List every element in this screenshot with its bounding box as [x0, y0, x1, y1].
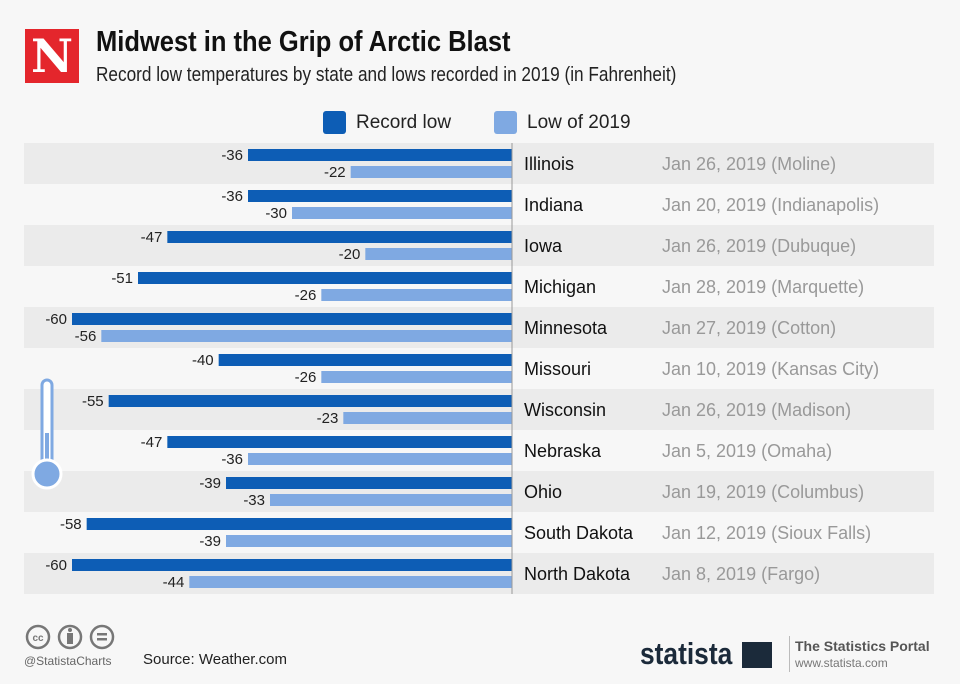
- legend-label: Low of 2019: [527, 111, 631, 133]
- bar-record-low: [167, 436, 513, 448]
- bar-low-2019: [343, 412, 512, 424]
- date-annotation: Jan 26, 2019 (Dubuque): [662, 236, 856, 256]
- category-label: Iowa: [524, 236, 563, 256]
- data-label: -58: [60, 516, 82, 533]
- category-label: Illinois: [524, 154, 574, 174]
- date-annotation: Jan 20, 2019 (Indianapolis): [662, 195, 879, 215]
- category-label: South Dakota: [524, 523, 634, 543]
- data-label: -30: [265, 205, 287, 222]
- date-annotation: Jan 28, 2019 (Marquette): [662, 277, 864, 297]
- legend-swatch-record: [323, 111, 346, 134]
- legend-low2019: Low of 2019: [494, 111, 631, 134]
- bar-low-2019: [321, 371, 512, 383]
- data-label: -36: [221, 147, 243, 164]
- bar-low-2019: [321, 289, 512, 301]
- bar-low-2019: [270, 494, 512, 506]
- bar-low-2019: [101, 330, 512, 342]
- data-label: -22: [324, 164, 346, 181]
- data-label: -36: [221, 188, 243, 205]
- data-label: -23: [317, 410, 339, 427]
- date-annotation: Jan 8, 2019 (Fargo): [662, 564, 820, 584]
- category-label: Ohio: [524, 482, 562, 502]
- chart-title: Midwest in the Grip of Arctic Blast: [96, 26, 511, 58]
- thermometer-icon: [31, 378, 63, 490]
- category-label: Indiana: [524, 195, 584, 215]
- data-label: -60: [45, 311, 67, 328]
- date-annotation: Jan 27, 2019 (Cotton): [662, 318, 836, 338]
- data-label: -40: [192, 352, 214, 369]
- date-annotation: Jan 10, 2019 (Kansas City): [662, 359, 879, 379]
- category-label: Wisconsin: [524, 400, 606, 420]
- category-label: Minnesota: [524, 318, 608, 338]
- data-label: -47: [141, 229, 163, 246]
- category-label: Missouri: [524, 359, 591, 379]
- divider: [789, 636, 790, 672]
- date-annotation: Jan 26, 2019 (Madison): [662, 400, 851, 420]
- category-label: North Dakota: [524, 564, 631, 584]
- legend-swatch-low2019: [494, 111, 517, 134]
- bar-low-2019: [292, 207, 512, 219]
- legend-record: Record low: [323, 111, 451, 134]
- chart-subtitle: Record low temperatures by state and low…: [96, 64, 677, 86]
- bar-record-low: [86, 518, 513, 530]
- data-label: -39: [199, 533, 221, 550]
- statista-handle: @StatistaCharts: [24, 654, 112, 668]
- statista-logo-icon: [742, 642, 772, 668]
- source: Source: Weather.com: [143, 651, 287, 668]
- data-label: -60: [45, 557, 67, 574]
- legend-label: Record low: [356, 111, 452, 133]
- data-label: -26: [295, 369, 317, 386]
- category-label: Michigan: [524, 277, 596, 297]
- data-label: -33: [243, 492, 265, 509]
- bar-low-2019: [226, 535, 512, 547]
- newsweek-logo: N: [25, 29, 79, 83]
- date-annotation: Jan 12, 2019 (Sioux Falls): [662, 523, 871, 543]
- portal-label: The Statistics Portal: [795, 638, 930, 654]
- data-label: -51: [111, 270, 133, 287]
- bar-record-low: [72, 559, 512, 571]
- date-annotation: Jan 19, 2019 (Columbus): [662, 482, 864, 502]
- data-label: -36: [221, 451, 243, 468]
- category-label: Nebraska: [524, 441, 602, 461]
- bar-record-low: [72, 313, 512, 325]
- date-annotation: Jan 5, 2019 (Omaha): [662, 441, 832, 461]
- statista-url: www.statista.com: [795, 656, 888, 670]
- bar-record-low: [218, 354, 512, 366]
- bar-low-2019: [189, 576, 513, 588]
- data-label: -56: [75, 328, 97, 345]
- bar-record-low: [167, 231, 513, 243]
- data-label: -55: [82, 393, 104, 410]
- data-label: -44: [163, 574, 185, 591]
- statista-brand: statista: [640, 636, 733, 671]
- data-label: -26: [295, 287, 317, 304]
- bar-low-2019: [248, 453, 512, 465]
- bar-record-low: [248, 149, 512, 161]
- data-label: -20: [339, 246, 361, 263]
- bar-low-2019: [365, 248, 512, 260]
- svg-text:cc: cc: [32, 633, 44, 644]
- date-annotation: Jan 26, 2019 (Moline): [662, 154, 836, 174]
- bar-record-low: [108, 395, 513, 407]
- bar-record-low: [226, 477, 512, 489]
- bar-record-low: [248, 190, 512, 202]
- bar-record-low: [138, 272, 512, 284]
- data-label: -39: [199, 475, 221, 492]
- data-label: -47: [141, 434, 163, 451]
- license-icons: cc: [24, 624, 124, 655]
- bar-low-2019: [350, 166, 512, 178]
